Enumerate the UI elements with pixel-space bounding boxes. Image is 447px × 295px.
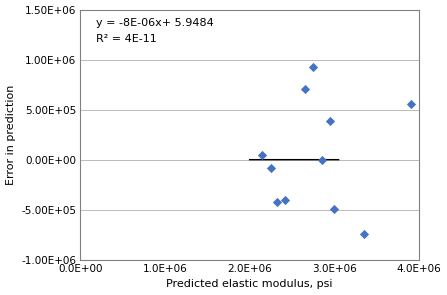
Point [360, 231, 367, 236]
Point [282, 197, 289, 202]
Text: y = -8E-06x+ 5.9484: y = -8E-06x+ 5.9484 [96, 18, 213, 27]
Text: R² = 4E-11: R² = 4E-11 [96, 34, 156, 44]
Point [267, 165, 274, 170]
Point [273, 199, 280, 204]
Point [331, 206, 338, 211]
Point [310, 64, 317, 69]
Point [327, 118, 334, 123]
Y-axis label: Error in prediction: Error in prediction [5, 84, 16, 185]
Point [259, 152, 266, 157]
Point [318, 157, 325, 162]
Point [301, 86, 308, 91]
X-axis label: Predicted elastic modulus, psi: Predicted elastic modulus, psi [166, 279, 333, 289]
Point [407, 102, 414, 106]
